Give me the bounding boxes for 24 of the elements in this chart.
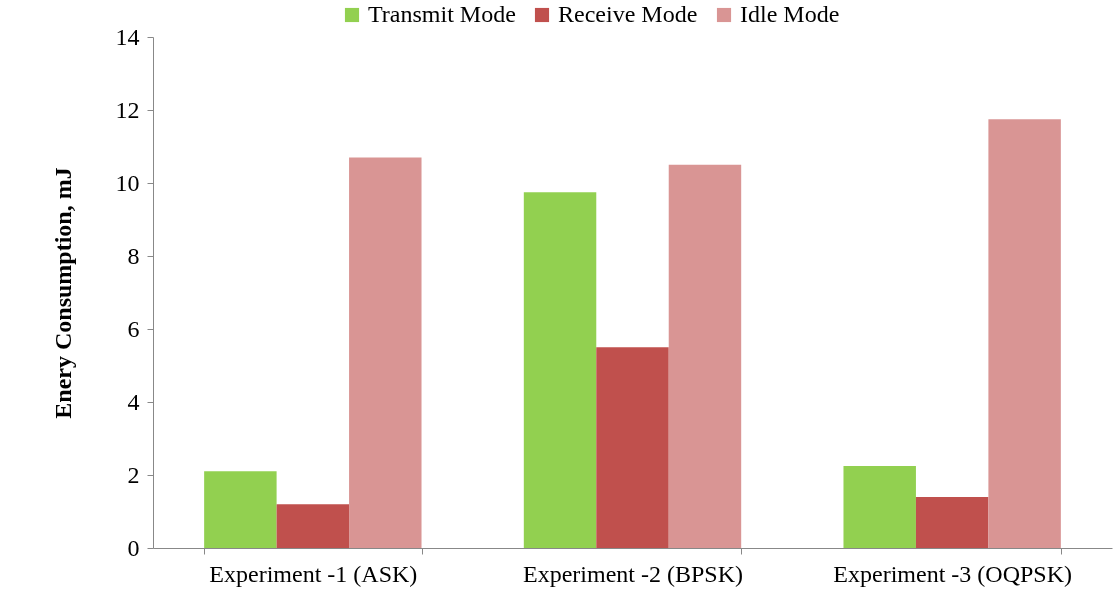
legend-label: Idle Mode: [740, 1, 840, 27]
bar: [349, 157, 422, 548]
bar: [523, 192, 597, 548]
legend-label: Receive Mode: [558, 1, 698, 27]
bar: [596, 347, 669, 548]
y-tick-label: 8: [127, 242, 140, 269]
bar: [276, 504, 350, 548]
y-tick-label: 10: [115, 169, 140, 196]
y-tick-label: 6: [127, 315, 140, 342]
bar: [668, 164, 742, 548]
y-tick-label: 0: [127, 534, 140, 561]
y-tick-label: 12: [115, 96, 140, 123]
y-axis-title: Enery Consumption, mJ: [49, 167, 76, 419]
bar: [843, 465, 916, 548]
bar: [204, 471, 277, 548]
x-tick-label: Experiment -1 (ASK): [209, 560, 418, 587]
x-tick-label: Experiment -3 (OQPSK): [833, 560, 1072, 587]
y-tick-label: 4: [127, 388, 140, 415]
y-tick-label: 14: [115, 23, 140, 50]
y-tick-label: 2: [127, 461, 140, 488]
bar: [915, 496, 989, 548]
legend-label: Transmit Mode: [368, 1, 516, 27]
x-tick-label: Experiment -2 (BPSK): [523, 560, 743, 587]
bar: [988, 119, 1061, 548]
